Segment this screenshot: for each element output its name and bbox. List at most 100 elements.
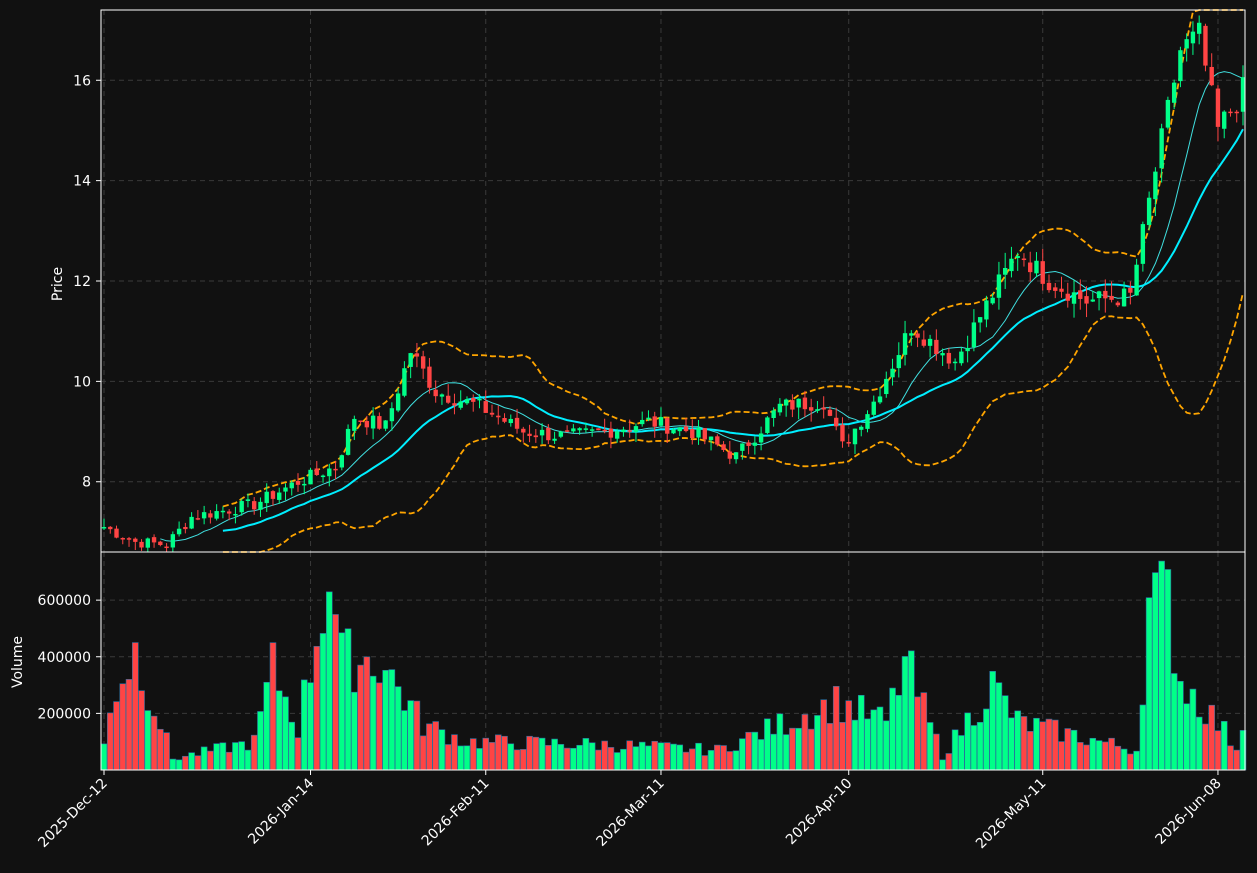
- candle-body: [327, 468, 332, 477]
- volume-bar: [538, 737, 546, 771]
- candle-body: [890, 368, 895, 378]
- volume-bar: [225, 751, 233, 771]
- candle-body: [1115, 302, 1121, 306]
- candle-body: [796, 398, 801, 408]
- volume-bar: [507, 743, 515, 771]
- candle-body: [352, 418, 357, 431]
- candle-body: [183, 526, 188, 530]
- candle-body: [740, 443, 745, 451]
- candle-body: [314, 468, 319, 475]
- candle-body: [589, 429, 595, 431]
- volume-bar: [1139, 704, 1147, 771]
- volume-bar: [651, 740, 658, 771]
- candle-body: [496, 415, 501, 418]
- candle-body: [1065, 293, 1070, 301]
- candle-body: [145, 538, 150, 548]
- volume-bar: [501, 735, 508, 771]
- volume-bar: [200, 746, 208, 771]
- volume-bar: [138, 690, 145, 771]
- candle-body: [370, 415, 376, 429]
- volume-bar: [1164, 569, 1172, 771]
- volume-bar: [1020, 716, 1028, 771]
- candle-body: [852, 428, 858, 445]
- candle-body: [790, 400, 795, 410]
- candle-body: [865, 414, 870, 429]
- volume-bar: [726, 751, 734, 771]
- candle-body: [164, 546, 169, 549]
- volume-bar: [832, 686, 840, 771]
- volume-bar: [513, 749, 521, 771]
- candle-body: [270, 491, 276, 499]
- volume-bar: [776, 713, 784, 771]
- volume-bar: [889, 687, 896, 771]
- volume-bar: [695, 742, 702, 771]
- candle-body: [1090, 299, 1095, 302]
- candle-body: [120, 538, 125, 540]
- candle-body: [539, 429, 545, 436]
- candle-body: [827, 409, 833, 416]
- candle-body: [546, 427, 551, 441]
- volume-bar: [169, 758, 177, 771]
- candle-body: [1222, 111, 1227, 129]
- x-tick-label: 2026-Jun-08: [1153, 776, 1225, 848]
- volume-bar: [632, 746, 640, 771]
- candle-body: [1203, 25, 1208, 66]
- volume-bar: [807, 728, 815, 771]
- volume-bar: [870, 709, 878, 771]
- volume-bar: [382, 670, 389, 771]
- candle-body: [402, 368, 407, 396]
- candle-body: [971, 322, 977, 348]
- volume-bar: [457, 745, 464, 771]
- candle-body: [195, 518, 201, 520]
- volume-bar: [244, 749, 252, 771]
- volume-bar: [520, 749, 527, 771]
- candle-body: [295, 480, 301, 485]
- candle-body: [1146, 197, 1152, 225]
- candle-body: [959, 351, 964, 364]
- volume-bar: [1145, 597, 1153, 771]
- candle-body: [658, 417, 664, 426]
- volume-bar: [332, 614, 339, 771]
- candle-body: [1034, 260, 1039, 274]
- volume-bar: [701, 755, 709, 771]
- candle-body: [233, 513, 238, 516]
- candle-body: [840, 424, 845, 442]
- candle-body: [395, 393, 401, 411]
- volume-bar: [463, 745, 471, 771]
- candle-body: [383, 420, 388, 429]
- volume-bar: [250, 734, 258, 771]
- volume-bar: [344, 628, 352, 771]
- volume-bar: [1108, 737, 1115, 771]
- volume-bar: [764, 718, 771, 771]
- volume-bar: [263, 681, 270, 771]
- volume-bar: [394, 686, 402, 771]
- candle-body: [1103, 290, 1108, 299]
- volume-bar: [113, 701, 120, 771]
- candle-body: [965, 348, 970, 352]
- volume-bar: [945, 753, 953, 771]
- candle-body: [1240, 77, 1246, 112]
- candle-body: [133, 538, 138, 542]
- volume-bar: [444, 744, 452, 771]
- volume-bar: [194, 755, 202, 771]
- volume-bar: [864, 718, 871, 771]
- candle-body: [239, 501, 244, 513]
- candle-body: [377, 416, 382, 429]
- candle-body: [252, 501, 257, 510]
- candle-body: [884, 378, 889, 395]
- candle-body: [345, 428, 351, 455]
- volume-bar: [1064, 728, 1072, 771]
- candle-body: [1140, 224, 1146, 264]
- candle-body: [1215, 88, 1221, 127]
- volume-bar: [876, 706, 884, 771]
- candle-body: [1178, 50, 1183, 82]
- volume-bar: [338, 632, 346, 771]
- candle-body: [114, 528, 119, 538]
- candle-body: [984, 300, 989, 320]
- candle-body: [283, 487, 288, 492]
- volume-bar: [476, 748, 483, 771]
- candle-body: [308, 469, 313, 485]
- volume-bar: [419, 735, 427, 771]
- candle-body: [1084, 296, 1089, 304]
- volume-bar: [1152, 572, 1159, 771]
